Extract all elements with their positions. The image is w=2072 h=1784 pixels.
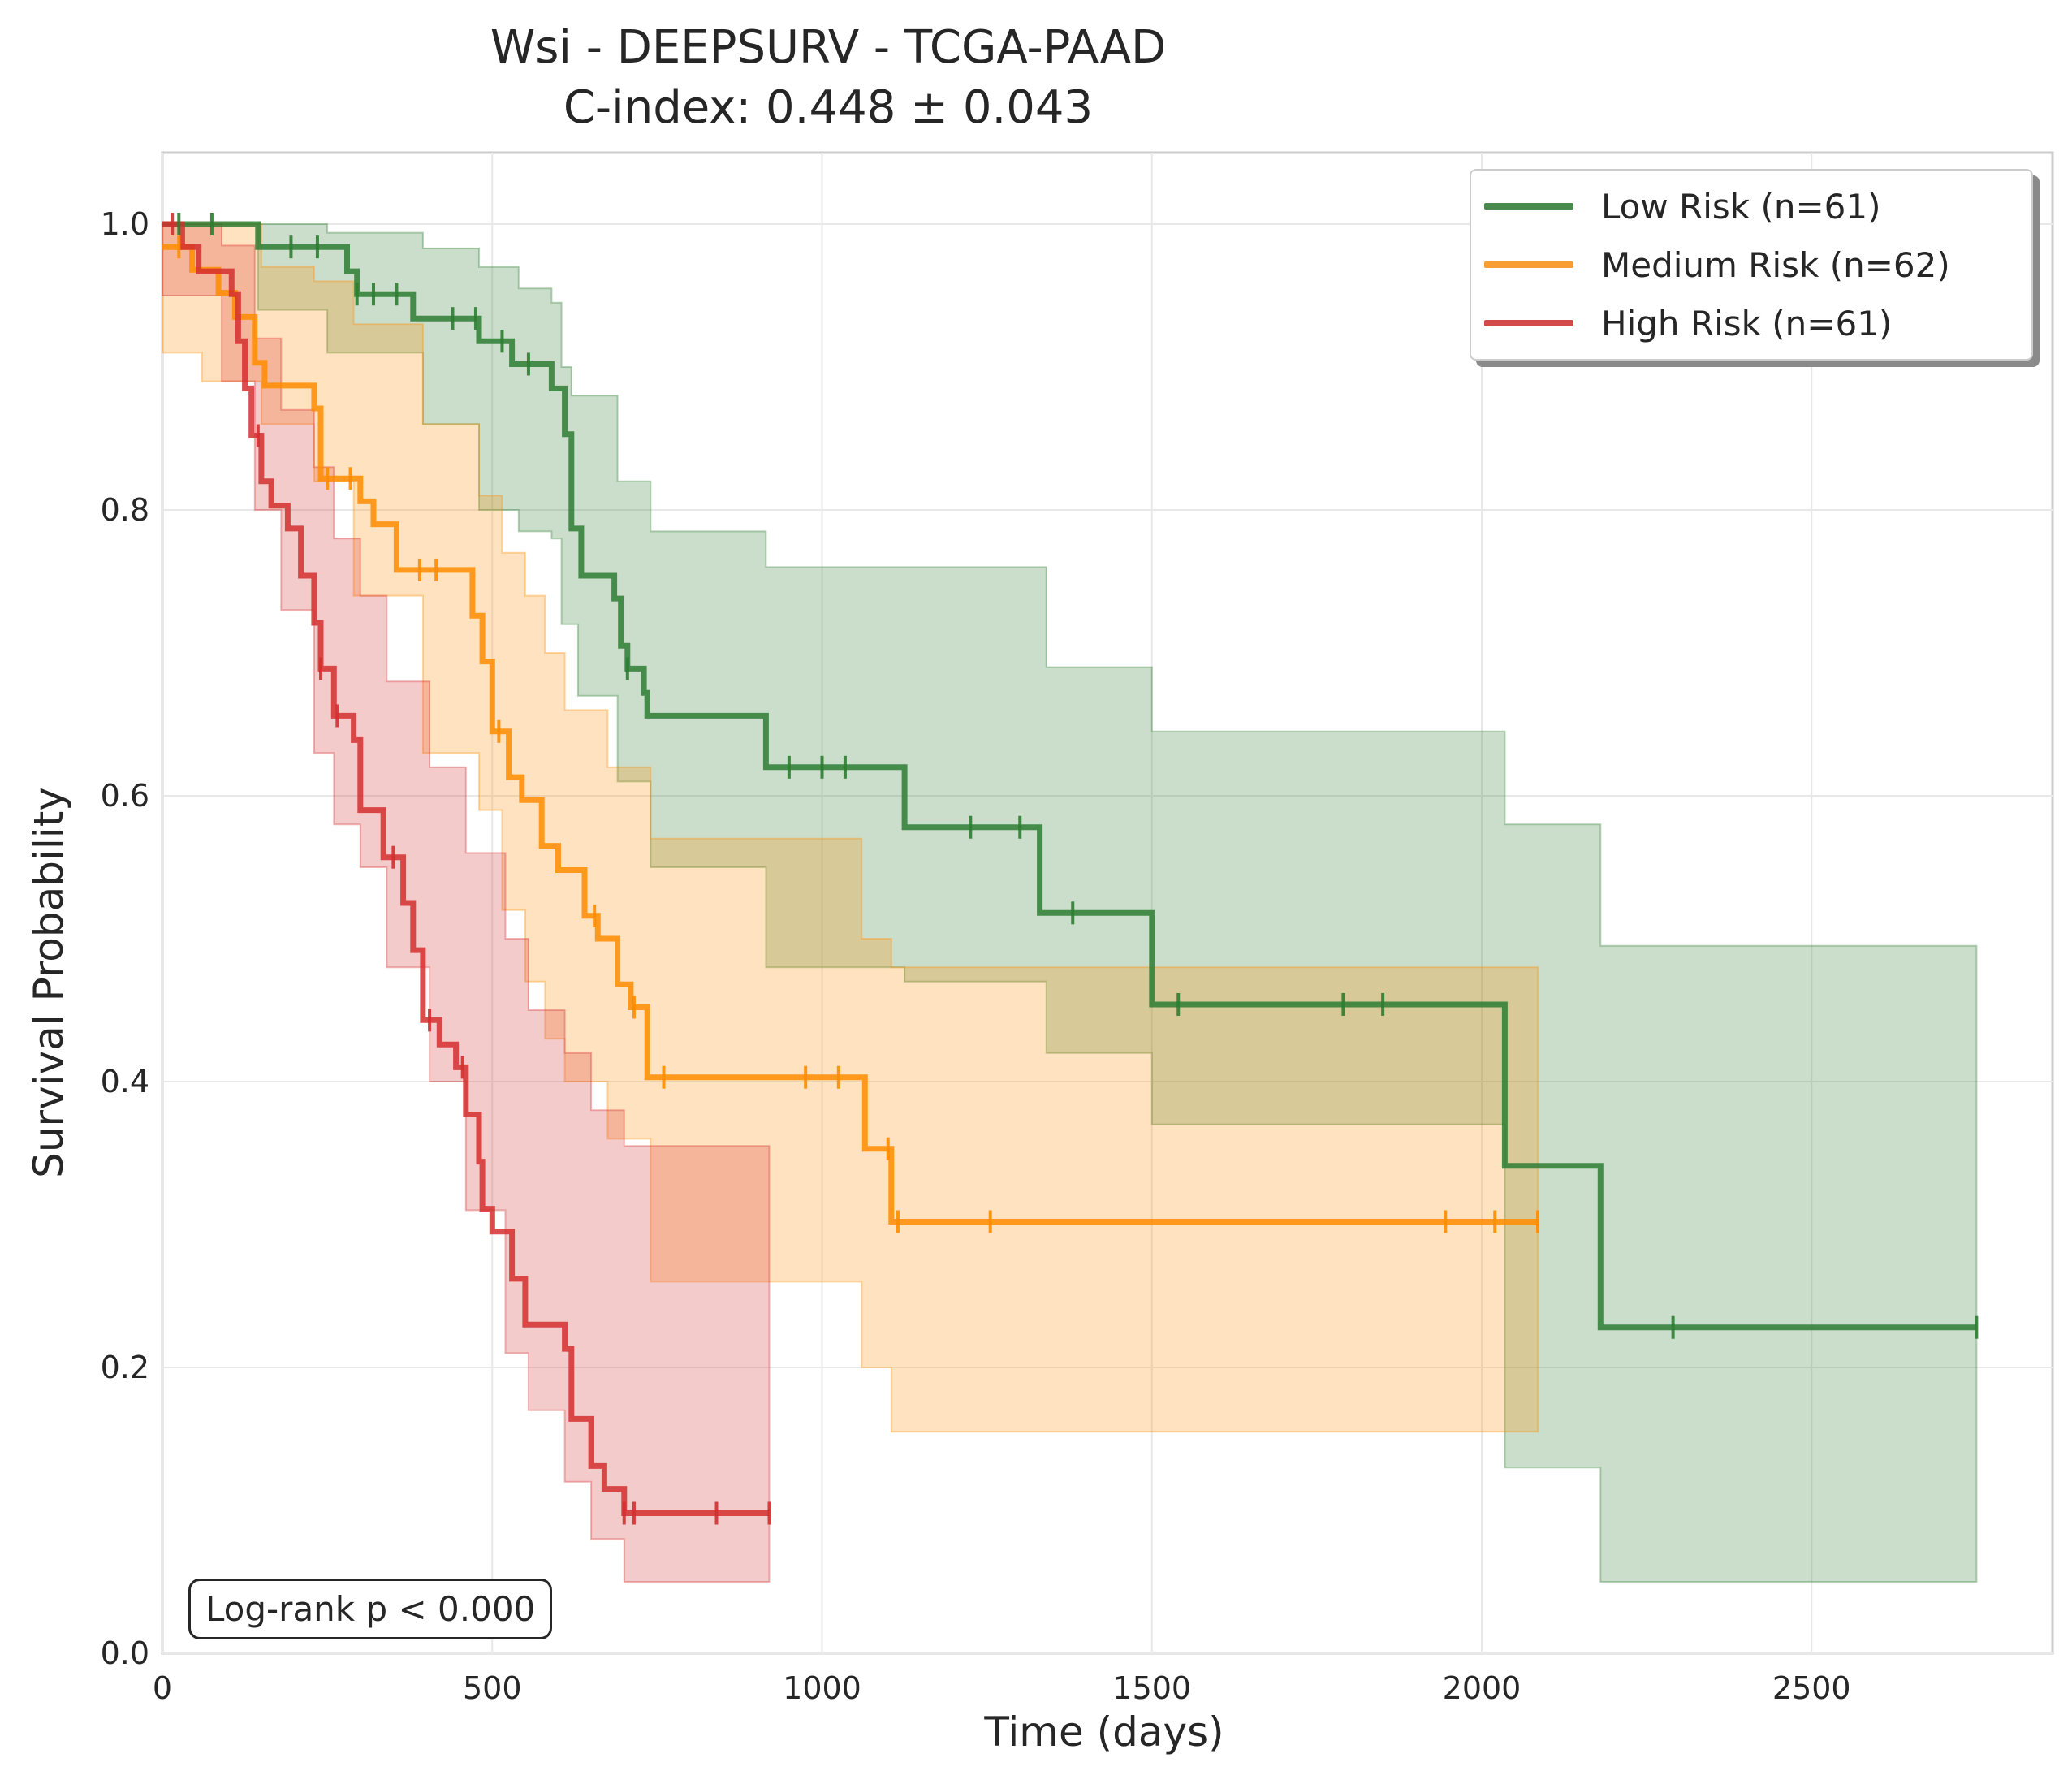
- confidence-band-medium-risk: [162, 223, 1539, 1433]
- legend-label-medium-risk: Medium Risk (n=62): [1601, 244, 1950, 285]
- chart-subtitle: C-index: 0.448 ± 0.043: [563, 81, 1094, 134]
- x-axis-label: Time (days): [984, 1708, 1224, 1756]
- confidence-band-low-risk: [162, 223, 1978, 1583]
- y-tick-label: 0.0: [101, 1635, 149, 1671]
- y-tick-label: 0.2: [101, 1350, 149, 1385]
- legend-swatch-high-risk: [1484, 320, 1573, 326]
- chart-title: Wsi - DEEPSURV - TCGA-PAAD: [490, 21, 1167, 74]
- survival-curve-medium-risk: [162, 244, 1539, 1225]
- legend-label-high-risk: High Risk (n=61): [1601, 303, 1893, 343]
- legend-label-low-risk: Low Risk (n=61): [1601, 186, 1881, 227]
- y-tick-label: 0.8: [101, 492, 149, 528]
- y-tick-label: 0.6: [101, 778, 149, 814]
- legend: Low Risk (n=61) Medium Risk (n=62) High …: [1470, 169, 2033, 361]
- legend-item-medium-risk: Medium Risk (n=62): [1484, 235, 1950, 294]
- grid-lines: [162, 153, 2053, 1654]
- y-tick-label: 0.4: [101, 1064, 149, 1099]
- x-tick-label: 0: [153, 1670, 172, 1706]
- x-tick-label: 2000: [1443, 1670, 1522, 1706]
- confidence-bands: [162, 223, 1978, 1583]
- x-tick-label: 2500: [1772, 1670, 1851, 1706]
- survival-curves: [162, 221, 1977, 1516]
- x-tick-label: 1000: [783, 1670, 861, 1706]
- survival-curve-low-risk: [162, 221, 1977, 1331]
- y-axis-label: Survival Probability: [25, 787, 72, 1178]
- axis-tick-labels: 0 500 1000 1500 2000 2500 0.0 0.2 0.4 0.6 0.8 1.0: [101, 206, 1851, 1706]
- survival-curve-high-risk: [162, 221, 770, 1516]
- legend-item-high-risk: High Risk (n=61): [1484, 294, 1892, 352]
- legend-swatch-medium-risk: [1484, 261, 1573, 268]
- x-tick-label: 500: [463, 1670, 522, 1706]
- y-tick-label: 1.0: [101, 206, 149, 242]
- confidence-band-high-risk: [162, 223, 771, 1583]
- censor-marks: [171, 213, 1979, 1525]
- log-rank-annotation: Log-rank p < 0.000: [188, 1579, 553, 1639]
- x-tick-label: 1500: [1112, 1670, 1191, 1706]
- legend-swatch-low-risk: [1484, 203, 1573, 210]
- legend-item-low-risk: Low Risk (n=61): [1484, 177, 1881, 235]
- plot-area-background: [161, 151, 2054, 1655]
